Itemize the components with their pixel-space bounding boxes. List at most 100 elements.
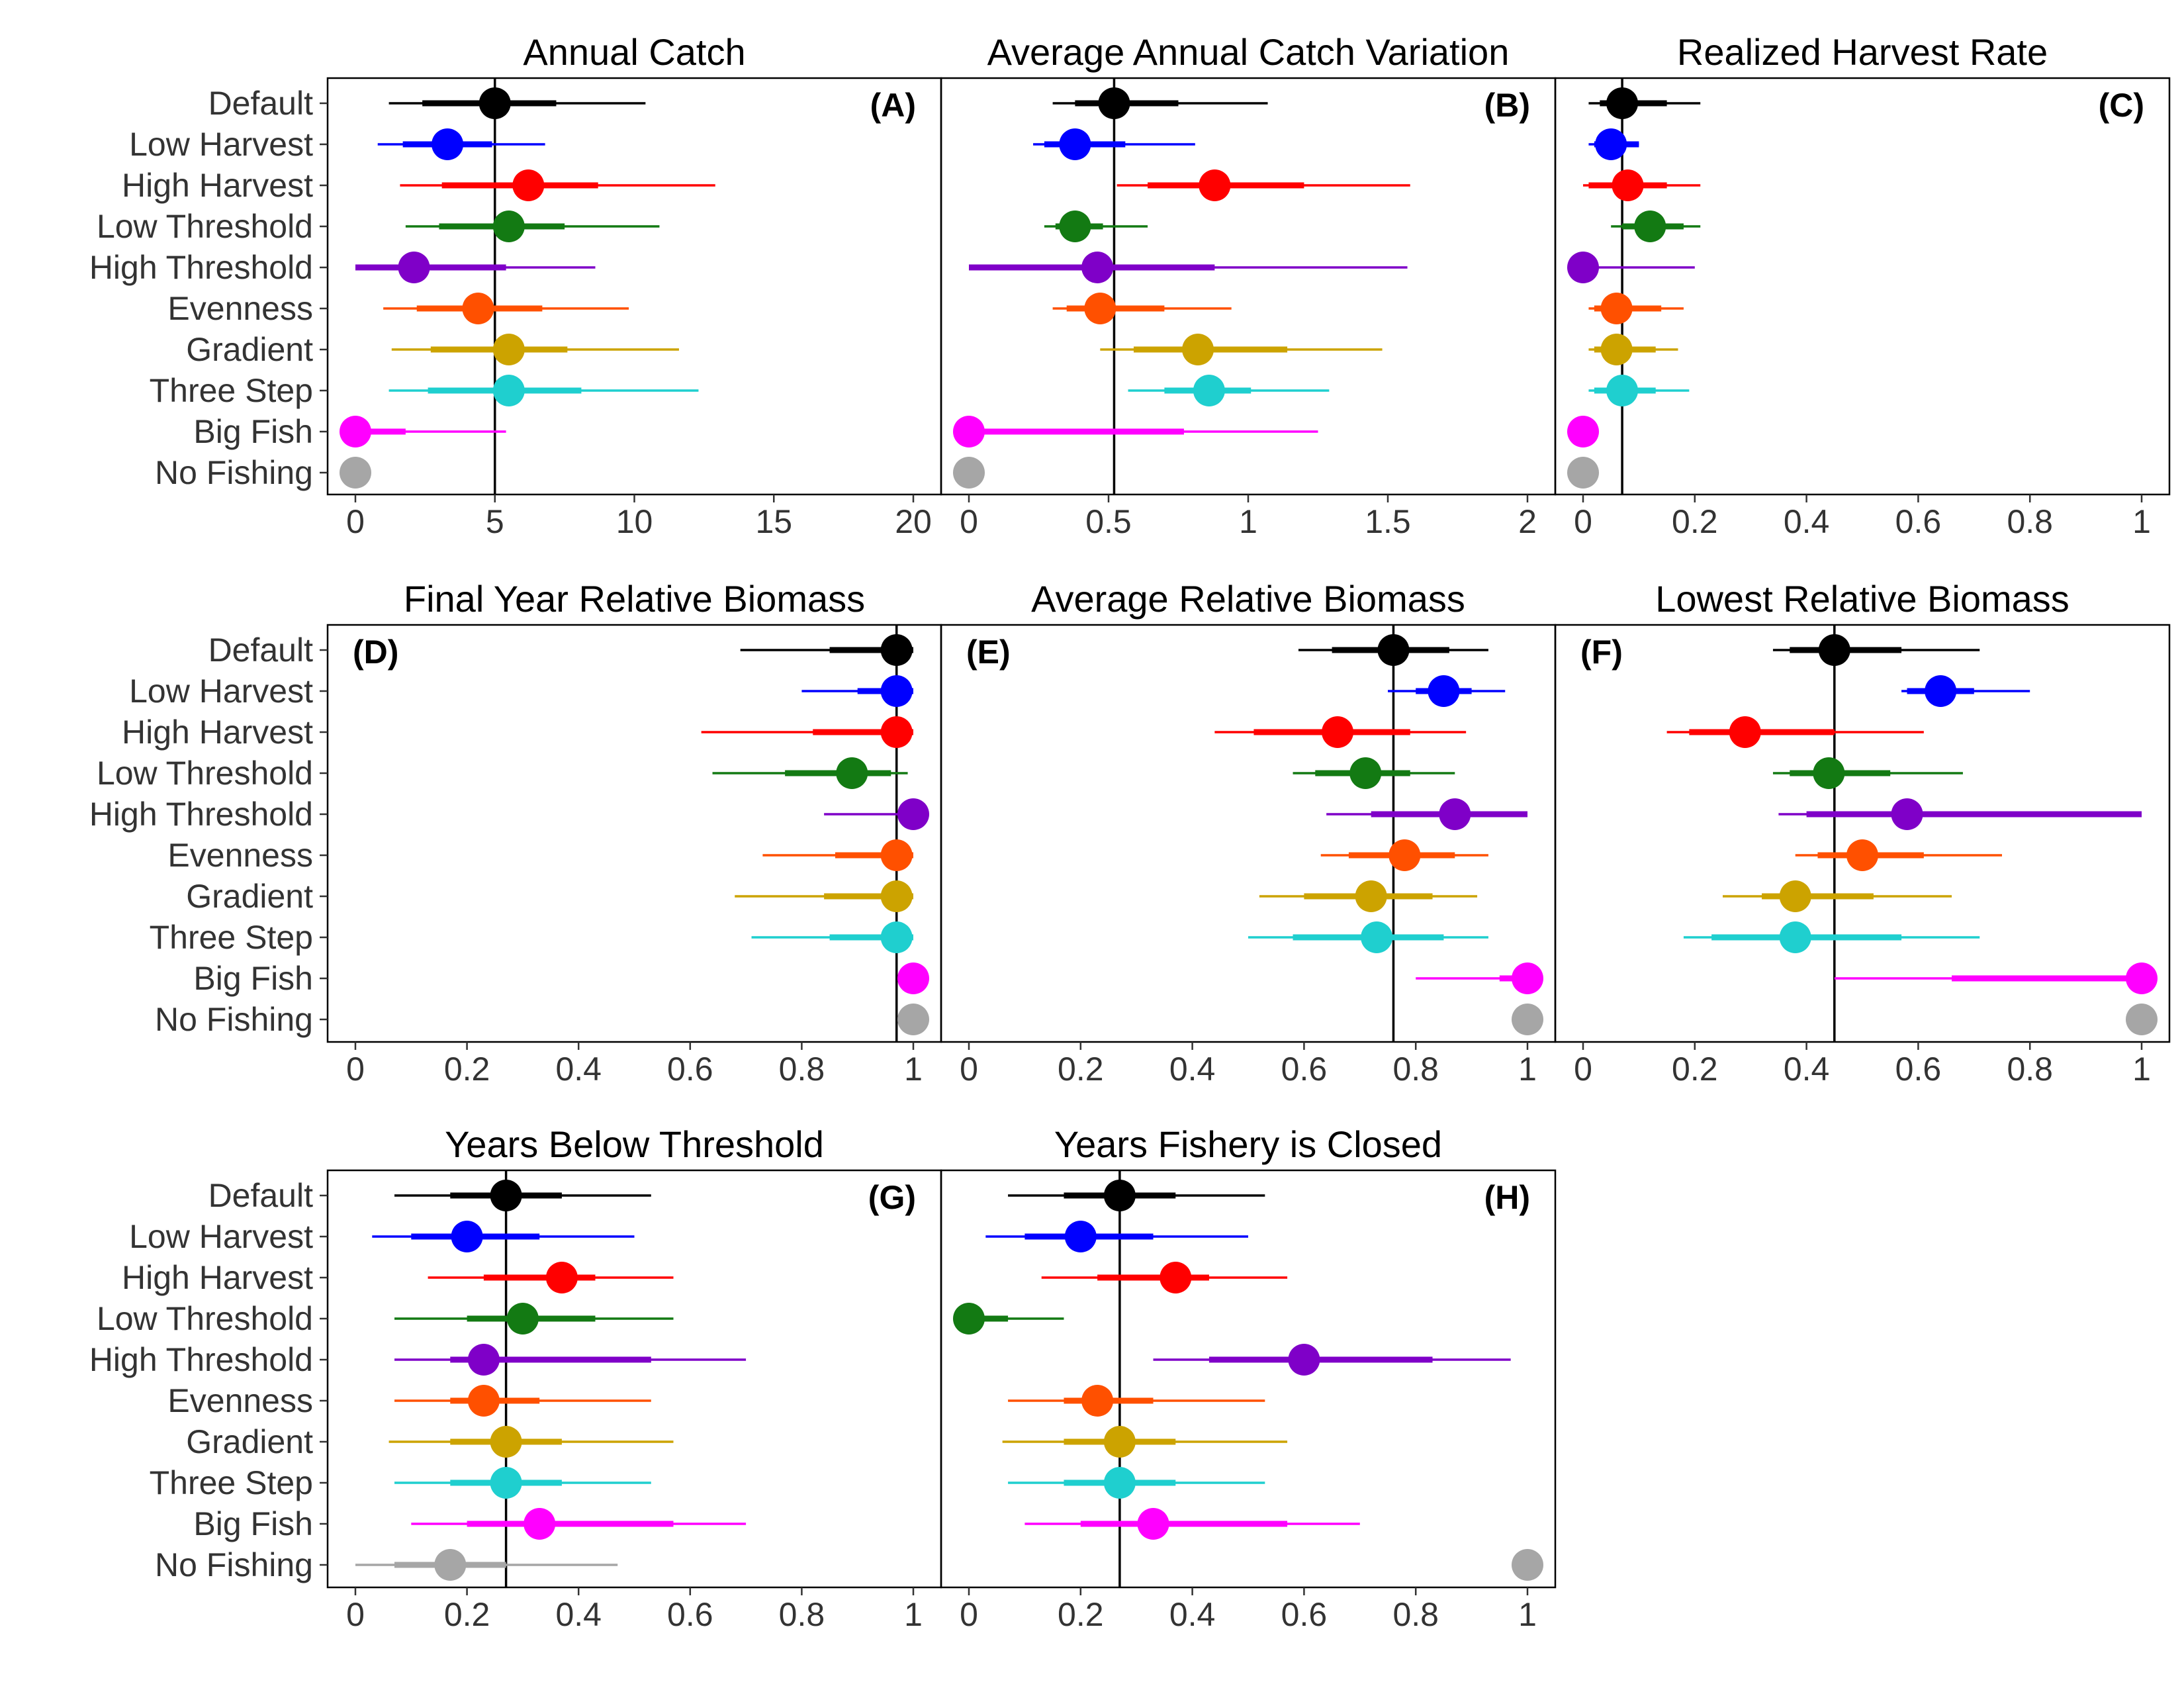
point-range-evenness bbox=[1795, 839, 2002, 871]
panel-frame bbox=[940, 1169, 1557, 1589]
median-point bbox=[492, 211, 525, 242]
median-point bbox=[1059, 128, 1091, 160]
x-tick-label: 0 bbox=[960, 503, 978, 540]
x-tick-label: 1 bbox=[1239, 503, 1257, 540]
median-point bbox=[1729, 716, 1761, 748]
median-point bbox=[1288, 1344, 1320, 1376]
median-point bbox=[1846, 839, 1878, 871]
panel-frame bbox=[326, 624, 942, 1043]
point-range-three-step bbox=[388, 375, 699, 406]
point-range-low-harvest bbox=[1033, 128, 1195, 160]
y-tick-label: Default bbox=[208, 1177, 314, 1214]
median-point bbox=[1600, 334, 1633, 365]
point-range-default bbox=[1298, 634, 1488, 666]
point-range-evenness bbox=[1588, 293, 1684, 324]
x-tick-label: 1 bbox=[2132, 503, 2151, 540]
panel-label: (E) bbox=[966, 633, 1011, 671]
median-point bbox=[492, 375, 525, 406]
point-range-no-fishing bbox=[1512, 1004, 1543, 1035]
y-tick-label: Big Fish bbox=[193, 413, 313, 450]
x-tick-label: 0.2 bbox=[444, 1051, 490, 1088]
point-range-gradient bbox=[735, 880, 913, 912]
panel-d: Final Year Relative Biomass(D) Default Low… bbox=[89, 578, 942, 1088]
median-point bbox=[880, 839, 913, 871]
y-tick-label: Evenness bbox=[167, 837, 313, 874]
point-range-big-fish bbox=[1567, 416, 1599, 447]
point-range-three-step bbox=[751, 921, 913, 953]
point-range-no-fishing bbox=[355, 1549, 618, 1581]
x-tick-label: 0 bbox=[346, 1051, 365, 1088]
y-tick-label: No Fishing bbox=[155, 1001, 313, 1038]
point-range-no-fishing bbox=[2126, 1004, 2158, 1035]
x-tick-label: 1 bbox=[904, 1596, 923, 1633]
median-point bbox=[880, 634, 913, 666]
y-tick-label: Low Threshold bbox=[97, 208, 313, 245]
y-tick-label: High Threshold bbox=[89, 1341, 313, 1378]
x-tick-label: 0.2 bbox=[444, 1596, 490, 1633]
point-range-high-harvest bbox=[1666, 716, 1924, 748]
y-tick-label: High Harvest bbox=[122, 714, 313, 751]
point-range-big-fish bbox=[340, 416, 506, 447]
y-tick-label: Gradient bbox=[186, 1423, 313, 1460]
point-range-big-fish bbox=[1416, 962, 1543, 994]
x-tick-label: 0 bbox=[346, 503, 365, 540]
point-range-big-fish bbox=[1834, 962, 2158, 994]
median-point bbox=[1567, 457, 1599, 489]
median-point bbox=[836, 757, 868, 789]
y-tick-label: High Harvest bbox=[122, 167, 313, 204]
y-tick-label: Evenness bbox=[167, 1382, 313, 1419]
point-range-default bbox=[1008, 1180, 1265, 1211]
median-point bbox=[478, 87, 511, 119]
median-point bbox=[432, 128, 464, 160]
point-range-three-step bbox=[1683, 921, 1980, 953]
x-tick-label: 0.6 bbox=[1895, 503, 1942, 540]
x-tick-label: 0.4 bbox=[555, 1596, 602, 1633]
point-range-gradient bbox=[388, 1426, 674, 1458]
median-point bbox=[506, 1303, 539, 1335]
x-tick-label: 20 bbox=[895, 503, 932, 540]
panel-b: Average Annual Catch Variation (B) 0 0.5 1 1.… bbox=[940, 31, 1557, 540]
median-point bbox=[1891, 798, 1923, 830]
y-tick-label: Low Threshold bbox=[97, 755, 313, 792]
median-point bbox=[897, 1004, 929, 1035]
x-tick-label: 0.6 bbox=[1895, 1051, 1942, 1088]
x-tick-label: 1.5 bbox=[1365, 503, 1411, 540]
x-tick-label: 0.8 bbox=[2007, 503, 2053, 540]
median-point bbox=[1595, 128, 1627, 160]
x-tick-label: 0.8 bbox=[1392, 1051, 1439, 1088]
median-point bbox=[1199, 169, 1231, 201]
median-point bbox=[1081, 252, 1114, 283]
panel-title: Average Relative Biomass bbox=[1031, 578, 1465, 620]
x-tick-label: 0.4 bbox=[555, 1051, 602, 1088]
y-tick-label: High Threshold bbox=[89, 796, 313, 833]
point-range-gradient bbox=[1723, 880, 1952, 912]
median-point bbox=[880, 716, 913, 748]
point-range-evenness bbox=[762, 839, 913, 871]
x-tick-label: 0.2 bbox=[1672, 503, 1718, 540]
median-point bbox=[1512, 962, 1543, 994]
point-range-low-threshold bbox=[1772, 757, 1963, 789]
point-range-big-fish bbox=[1024, 1508, 1360, 1540]
point-range-high-threshold bbox=[969, 252, 1408, 283]
panel-label: (D) bbox=[353, 633, 398, 671]
x-tick-label: 0.5 bbox=[1085, 503, 1132, 540]
x-tick-label: 0 bbox=[1574, 503, 1592, 540]
point-range-no-fishing bbox=[1567, 457, 1599, 489]
median-point bbox=[1322, 716, 1354, 748]
x-tick-label: 0.2 bbox=[1058, 1051, 1104, 1088]
median-point bbox=[451, 1221, 483, 1252]
y-tick-label: Low Threshold bbox=[97, 1300, 313, 1337]
panel-a: Annual Catch (A) Default Low Harvest High Ha… bbox=[89, 31, 942, 540]
median-point bbox=[490, 1467, 522, 1499]
y-tick-label: No Fishing bbox=[155, 454, 313, 491]
panel-title: Final Year Relative Biomass bbox=[404, 578, 865, 620]
x-tick-label: 1 bbox=[904, 1051, 923, 1088]
median-point bbox=[1606, 375, 1639, 406]
point-range-high-harvest bbox=[1041, 1262, 1288, 1293]
point-range-high-harvest bbox=[428, 1262, 674, 1293]
point-range-low-harvest bbox=[372, 1221, 635, 1252]
point-range-three-step bbox=[1128, 375, 1330, 406]
y-tick-label: Low Harvest bbox=[129, 126, 313, 163]
median-point bbox=[490, 1180, 522, 1211]
